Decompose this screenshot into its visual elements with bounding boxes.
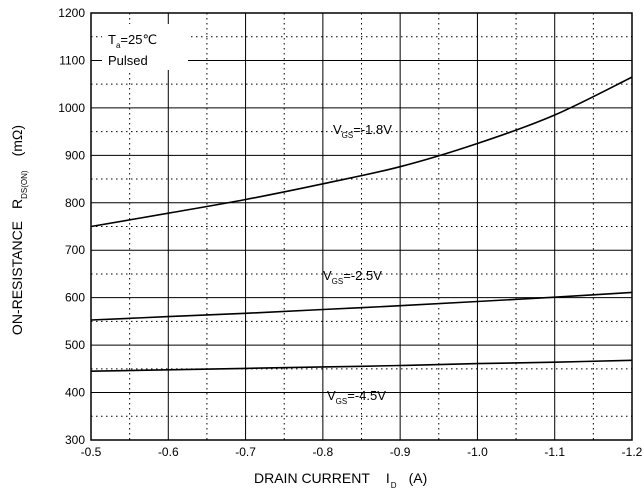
series-label-symbol: V (323, 268, 332, 283)
condition-temperature: Ta=25℃ (108, 32, 157, 50)
x-tick-label: -1.1 (544, 445, 565, 459)
series-label-sub: GS (342, 131, 354, 140)
y-tick-label: 600 (65, 291, 85, 305)
x-tick-label: -1.0 (467, 445, 488, 459)
plot-frame (90, 12, 633, 441)
x-axis-title-symbol: I (386, 470, 390, 486)
x-tick-label: -0.5 (81, 445, 102, 459)
x-axis-title-main: DRAIN CURRENT (254, 470, 370, 486)
series-label-value: =-2.5V (343, 268, 382, 283)
series-line-1 (90, 291, 633, 321)
y-axis-title-sub: DS(ON) (20, 170, 29, 199)
x-tick-label: -1.2 (622, 445, 643, 459)
series-label-sub: GS (336, 397, 348, 406)
series-label-symbol: V (333, 122, 342, 137)
y-tick-label: 400 (65, 386, 85, 400)
series-label-sub: GS (332, 277, 344, 286)
x-tick-label: -0.8 (313, 445, 334, 459)
y-tick-label: 1200 (58, 6, 85, 20)
series-label-symbol: V (327, 388, 336, 403)
condition-pulsed: Pulsed (108, 53, 148, 68)
y-axis-title-main: ON-RESISTANCE (9, 221, 25, 335)
x-axis-title: DRAIN CURRENT ID (A) (254, 470, 427, 490)
y-tick-label: 700 (65, 243, 85, 257)
y-axis-title-symbol: R (9, 199, 25, 209)
y-tick-label: 300 (65, 433, 85, 447)
y-tick-label: 900 (65, 148, 85, 162)
condition-temperature-value: =25℃ (120, 32, 157, 47)
y-tick-label: 1000 (58, 101, 85, 115)
y-axis-title-unit: (mΩ) (9, 125, 25, 156)
y-tick-label: 500 (65, 338, 85, 352)
y-tick-label: 800 (65, 196, 85, 210)
x-tick-labels: -0.5 -0.6 -0.7 -0.8 -0.9 -1.0 -1.1 -1.2 (81, 445, 643, 459)
y-tick-label: 1100 (59, 53, 85, 67)
x-axis-title-unit: (A) (409, 470, 428, 486)
series-line-0 (90, 76, 633, 228)
series-label-value: =-4.5V (347, 388, 386, 403)
x-tick-label: -0.9 (390, 445, 411, 459)
x-axis-title-sub: D (391, 481, 397, 490)
x-tick-label: -0.7 (235, 445, 256, 459)
series-layer (90, 76, 633, 372)
series-line-2 (90, 359, 633, 372)
x-tick-label: -0.6 (158, 445, 179, 459)
series-label-vgs-1.8: VGS=-1.8V (333, 122, 392, 140)
condition-temperature-symbol: T (108, 32, 116, 47)
series-label-vgs-2.5: VGS=-2.5V (323, 268, 382, 286)
condition-box (102, 24, 188, 70)
series-label-value: =-1.8V (353, 122, 392, 137)
y-tick-labels: 300 400 500 600 700 800 900 1000 1100 1200 (58, 6, 85, 447)
condition-temperature-sub: a (116, 41, 121, 50)
y-axis-title: ON-RESISTANCE RDS(ON) (mΩ) (9, 125, 29, 335)
series-label-vgs-4.5: VGS=-4.5V (327, 388, 386, 406)
